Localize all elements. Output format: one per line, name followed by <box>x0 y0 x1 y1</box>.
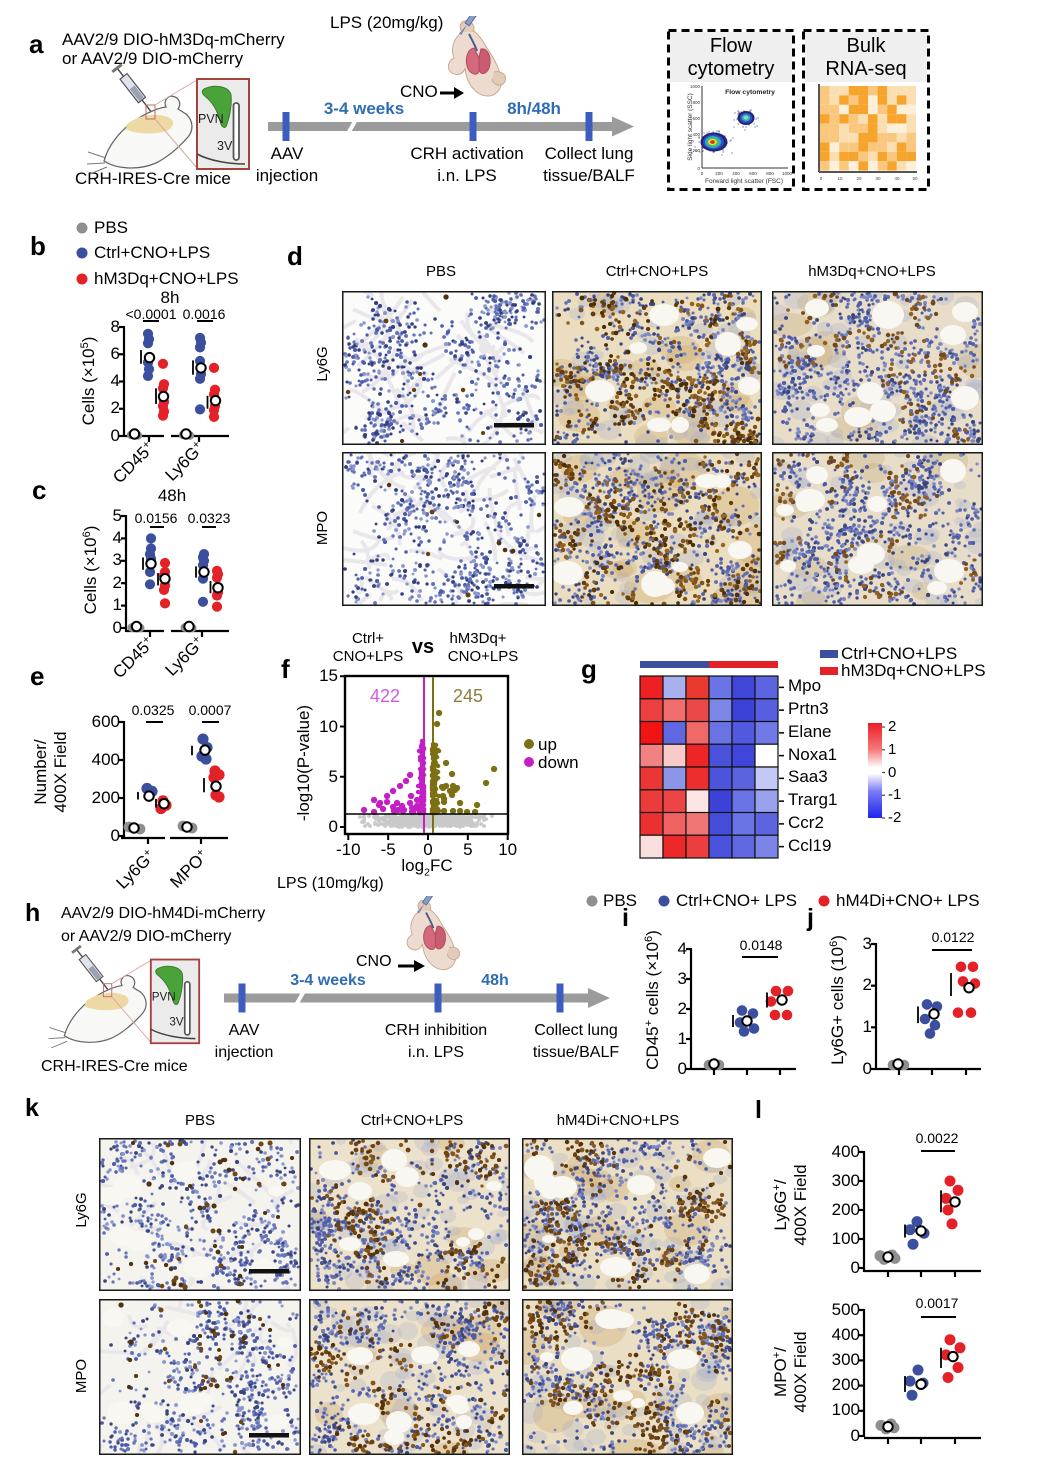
svg-text:MPO+/: MPO+/ <box>771 1347 790 1397</box>
svg-text:200: 200 <box>692 148 700 153</box>
svg-text:600: 600 <box>749 171 757 176</box>
svg-text:MPO: MPO <box>73 1359 90 1393</box>
svg-text:400: 400 <box>732 171 740 176</box>
svg-text:1000: 1000 <box>690 84 701 89</box>
svg-text:Ly6G: Ly6G <box>73 1192 90 1227</box>
svg-text:MPO+: MPO+ <box>166 846 211 891</box>
svg-text:Forward light scatter (FSC): Forward light scatter (FSC) <box>705 178 783 185</box>
svg-text:3V: 3V <box>169 1016 183 1029</box>
svg-text:-log10(P-value): -log10(P-value) <box>294 705 313 821</box>
svg-text:Cells (×106): Cells (×106) <box>81 526 100 615</box>
svg-text:3V: 3V <box>217 139 233 153</box>
svg-text:Ly6G+: Ly6G+ <box>162 438 208 484</box>
svg-text:CD45+: CD45+ <box>109 438 158 487</box>
svg-text:Number/: Number/ <box>31 739 50 804</box>
svg-text:200: 200 <box>715 171 723 176</box>
svg-text:400: 400 <box>692 132 700 137</box>
svg-text:Ly6G: Ly6G <box>314 346 331 381</box>
svg-text:0: 0 <box>697 166 700 171</box>
svg-text:30: 30 <box>875 176 881 181</box>
svg-text:800: 800 <box>692 100 700 105</box>
svg-text:PVN: PVN <box>152 990 176 1003</box>
svg-text:400X Field: 400X Field <box>791 1331 810 1412</box>
svg-text:20: 20 <box>856 176 862 181</box>
svg-text:Side light scatter (SSC): Side light scatter (SSC) <box>687 93 694 161</box>
svg-text:MPO: MPO <box>314 511 331 545</box>
svg-text:0: 0 <box>701 171 704 176</box>
svg-text:800: 800 <box>766 171 774 176</box>
svg-text:CD45+: CD45+ <box>109 633 158 682</box>
svg-text:PVN: PVN <box>198 112 224 126</box>
svg-text:CD45+ cells (×106): CD45+ cells (×106) <box>643 930 662 1070</box>
svg-text:600: 600 <box>692 116 700 121</box>
svg-text:Flow cytometry: Flow cytometry <box>725 89 775 96</box>
svg-text:40: 40 <box>894 176 900 181</box>
svg-text:Ly6G+: Ly6G+ <box>113 846 159 892</box>
svg-text:400X Field: 400X Field <box>51 731 70 812</box>
svg-text:Ly6G+/: Ly6G+/ <box>771 1179 790 1230</box>
svg-text:0: 0 <box>820 176 823 181</box>
svg-text:50: 50 <box>912 176 918 181</box>
svg-text:Cells (×105): Cells (×105) <box>79 337 98 426</box>
svg-text:Ly6G+: Ly6G+ <box>162 633 208 679</box>
svg-text:400X Field: 400X Field <box>791 1164 810 1245</box>
svg-text:1000: 1000 <box>782 171 793 176</box>
svg-text:10: 10 <box>837 176 843 181</box>
svg-text:Ly6G+ cells (106): Ly6G+ cells (106) <box>828 935 847 1065</box>
